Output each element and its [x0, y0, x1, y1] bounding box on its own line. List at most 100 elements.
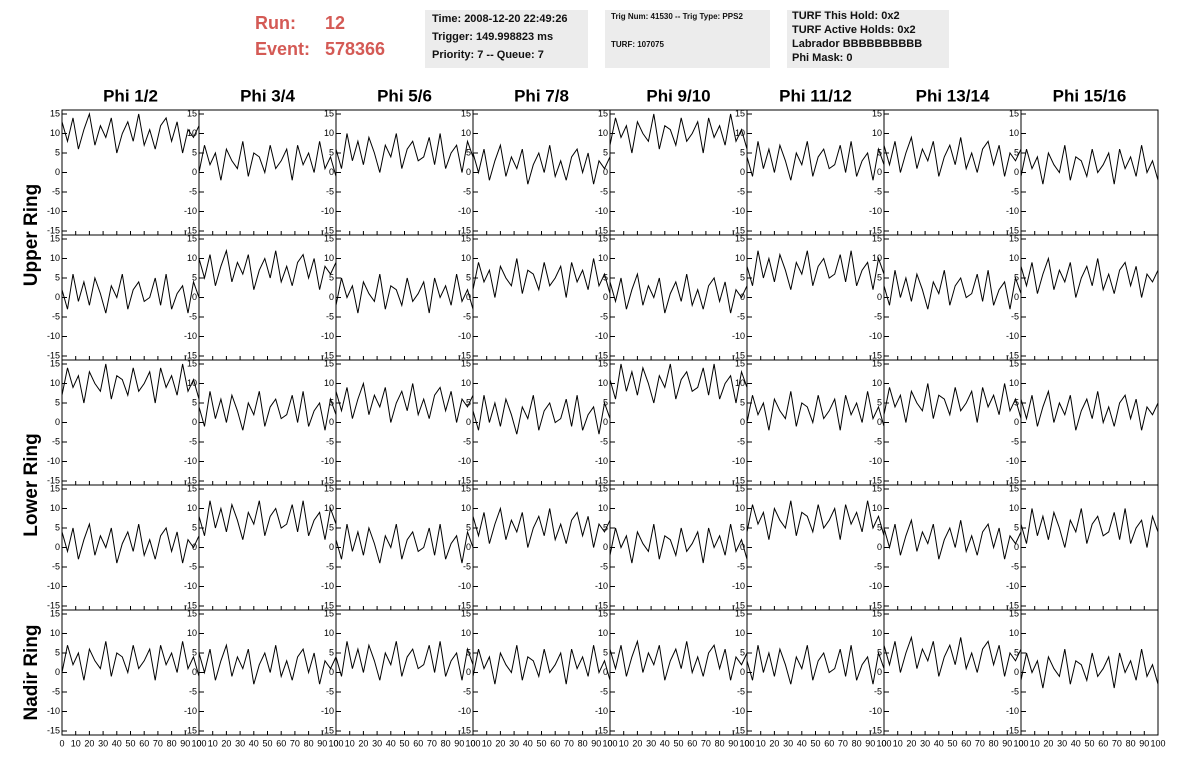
y-tick-label: -15 [1006, 600, 1019, 610]
y-tick-label: 0 [1014, 292, 1019, 302]
x-tick-label: 90 [317, 738, 327, 748]
y-tick-label: 5 [1014, 272, 1019, 282]
y-tick-label: -15 [458, 475, 471, 485]
x-tick-label: 90 [591, 738, 601, 748]
panel-frame [609, 359, 748, 486]
y-tick-label: -10 [869, 206, 882, 216]
x-tick-label: 80 [715, 738, 725, 748]
waveform [1020, 649, 1159, 689]
y-tick-label: 5 [466, 397, 471, 407]
waveform [61, 112, 200, 154]
panel-frame [609, 234, 748, 361]
y-tick-label: -15 [47, 475, 60, 485]
y-tick-label: -10 [1006, 456, 1019, 466]
waveform [198, 643, 337, 685]
y-tick-label: -10 [47, 206, 60, 216]
waveform [883, 383, 1022, 423]
x-tick-label: 40 [523, 738, 533, 748]
y-tick-label: -10 [458, 581, 471, 591]
trigger-line: Trig Num: 41530 -- Trig Type: PPS2 [611, 12, 743, 21]
panel-frame [883, 359, 1022, 486]
x-tick-label: 60 [550, 738, 560, 748]
y-tick-label: -15 [869, 225, 882, 235]
panel-frame [198, 234, 337, 361]
y-tick-label: -15 [184, 350, 197, 360]
y-tick-label: 10 [187, 128, 197, 138]
y-tick-label: -10 [184, 331, 197, 341]
x-tick-label: 90 [865, 738, 875, 748]
x-tick-label: 90 [1139, 738, 1149, 748]
y-tick-label: -10 [184, 456, 197, 466]
y-tick-label: 15 [735, 608, 745, 618]
waveform [883, 270, 1022, 310]
y-tick-label: 5 [740, 647, 745, 657]
y-tick-label: -5 [463, 186, 471, 196]
x-tick-label: 10 [208, 738, 218, 748]
x-tick-label: 40 [249, 738, 259, 748]
x-tick-label: 40 [797, 738, 807, 748]
y-tick-label: -15 [458, 600, 471, 610]
waveform [198, 391, 337, 431]
y-tick-label: 15 [324, 108, 334, 118]
y-tick-label: -10 [595, 456, 608, 466]
y-tick-label: 0 [55, 667, 60, 677]
y-tick-label: -5 [1011, 561, 1019, 571]
y-tick-label: -10 [458, 706, 471, 716]
waveform [883, 518, 1022, 560]
y-tick-label: 15 [187, 233, 197, 243]
panel-frame [1020, 359, 1159, 486]
y-tick-label: -15 [184, 725, 197, 735]
y-tick-label: 0 [740, 417, 745, 427]
y-tick-label: -15 [47, 350, 60, 360]
x-tick-label: 10 [893, 738, 903, 748]
turf-box [787, 10, 949, 68]
run-number: 12 [325, 13, 345, 33]
y-tick-label: 5 [877, 647, 882, 657]
y-tick-label: 15 [324, 358, 334, 368]
y-tick-label: 10 [598, 128, 608, 138]
column-label: Phi 13/14 [916, 86, 990, 105]
y-tick-label: -5 [189, 436, 197, 446]
waveform [1020, 508, 1159, 548]
panel-frame [883, 484, 1022, 611]
x-tick-label: 60 [961, 738, 971, 748]
x-tick-label: 20 [84, 738, 94, 748]
y-tick-label: 15 [187, 608, 197, 618]
y-tick-label: -5 [1011, 436, 1019, 446]
y-tick-label: 10 [324, 628, 334, 638]
x-tick-label: 90 [454, 738, 464, 748]
y-tick-label: 5 [55, 397, 60, 407]
y-tick-label: -15 [1006, 725, 1019, 735]
y-tick-label: -10 [321, 581, 334, 591]
y-tick-label: 0 [55, 417, 60, 427]
y-tick-label: 10 [461, 378, 471, 388]
x-tick-label: 20 [495, 738, 505, 748]
y-tick-label: 5 [603, 647, 608, 657]
y-tick-label: -10 [595, 206, 608, 216]
y-tick-label: -5 [463, 686, 471, 696]
y-tick-label: -10 [732, 331, 745, 341]
y-tick-label: -15 [595, 225, 608, 235]
y-tick-label: -15 [595, 725, 608, 735]
y-tick-label: 10 [187, 253, 197, 263]
event-number: 578366 [325, 39, 385, 59]
x-tick-label: 10 [482, 738, 492, 748]
y-tick-label: -5 [600, 686, 608, 696]
y-tick-label: 0 [877, 542, 882, 552]
y-tick-label: -5 [189, 186, 197, 196]
x-tick-label: 100 [191, 738, 206, 748]
y-tick-label: -10 [47, 456, 60, 466]
y-tick-label: -15 [595, 350, 608, 360]
y-tick-label: 0 [192, 542, 197, 552]
y-tick-label: 15 [187, 483, 197, 493]
panel-frame [746, 234, 885, 361]
panel-frame [883, 609, 1022, 736]
waveform [609, 113, 748, 154]
y-tick-label: -10 [321, 706, 334, 716]
y-tick-label: 5 [466, 647, 471, 657]
waveform [746, 391, 885, 431]
y-tick-label: 0 [740, 167, 745, 177]
y-tick-label: -5 [463, 436, 471, 446]
y-tick-label: 5 [192, 147, 197, 157]
waveform [1020, 145, 1159, 185]
